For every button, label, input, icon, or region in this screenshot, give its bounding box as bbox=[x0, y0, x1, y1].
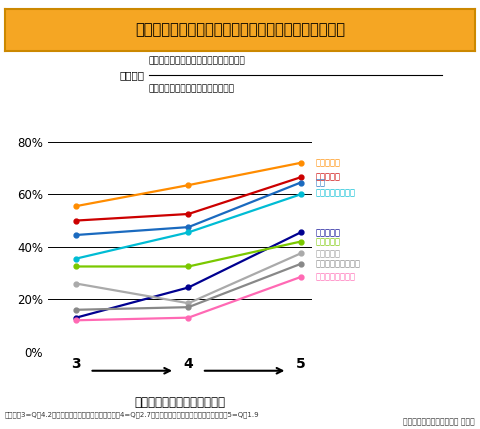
Text: アレルギー性鼻炎: アレルギー性鼻炎 bbox=[315, 272, 355, 281]
Text: せき: せき bbox=[315, 178, 325, 187]
Text: 転居後の住宅の断熱グレード: 転居後の住宅の断熱グレード bbox=[134, 396, 226, 409]
Text: のどの痛み: のどの痛み bbox=[315, 173, 340, 182]
Text: 新しい住まいで症状が出なくなった人数: 新しい住まいで症状が出なくなった人数 bbox=[149, 57, 246, 66]
Text: アトピー性皮膚炎: アトピー性皮膚炎 bbox=[315, 188, 355, 197]
Text: 手足の冷え: 手足の冷え bbox=[315, 228, 340, 237]
Text: 気管支喘息: 気管支喘息 bbox=[315, 158, 340, 167]
Text: 以前の住まいで症状が出ていた人数: 以前の住まいで症状が出ていた人数 bbox=[149, 85, 235, 94]
Text: 各種疾患の改善率と転居した住宅の断熱性能との関係: 各種疾患の改善率と転居した住宅の断熱性能との関係 bbox=[135, 23, 345, 37]
Text: 目のかゆみ: 目のかゆみ bbox=[315, 249, 340, 258]
Text: 改善率＝: 改善率＝ bbox=[119, 70, 144, 80]
Text: 肌のかゆみ: 肌のかゆみ bbox=[315, 237, 340, 246]
Text: グレード3=Q値4.2（新省エネ基準レベル）、グレード4=Q値2.7（次世代省エネ基準レベル）、グレード5=Q値1.9: グレード3=Q値4.2（新省エネ基準レベル）、グレード4=Q値2.7（次世代省エ… bbox=[5, 412, 259, 418]
Text: 資料提供：近畿大学　岩前 篤教授: 資料提供：近畿大学 岩前 篤教授 bbox=[404, 418, 475, 427]
Text: アレルギー性結膜炎: アレルギー性結膜炎 bbox=[315, 260, 360, 269]
